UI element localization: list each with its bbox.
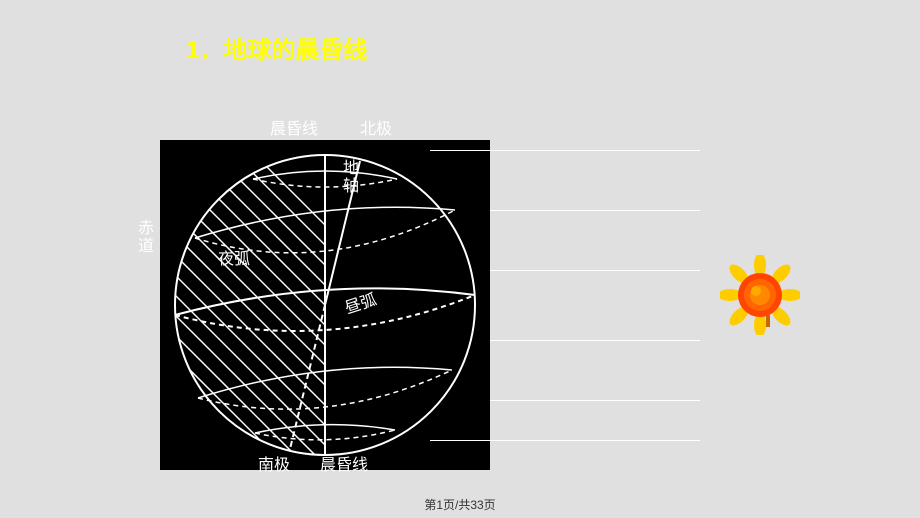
sun-icon — [720, 255, 800, 335]
label-terminator-bottom: 晨昏线 — [320, 456, 368, 475]
label-axis: 地轴 — [343, 160, 359, 195]
label-north-pole: 北极 — [360, 120, 392, 139]
page-indicator: 第1页/共33页 — [424, 496, 495, 513]
globe-svg — [160, 140, 490, 470]
label-south-pole: 南极 — [258, 456, 290, 475]
sun-ray — [490, 270, 700, 271]
label-terminator-top: 晨昏线 — [270, 120, 318, 139]
sun-ray — [490, 210, 700, 211]
sun-ray — [430, 150, 700, 151]
globe-diagram — [160, 140, 490, 470]
sun-ray — [490, 340, 700, 341]
label-equator: 赤道 — [138, 220, 154, 255]
sun-ray — [490, 400, 700, 401]
label-night-arc: 夜弧 — [218, 250, 250, 269]
page-title: 1．地球的晨昏线 — [186, 30, 367, 65]
sun-ray — [430, 440, 700, 441]
